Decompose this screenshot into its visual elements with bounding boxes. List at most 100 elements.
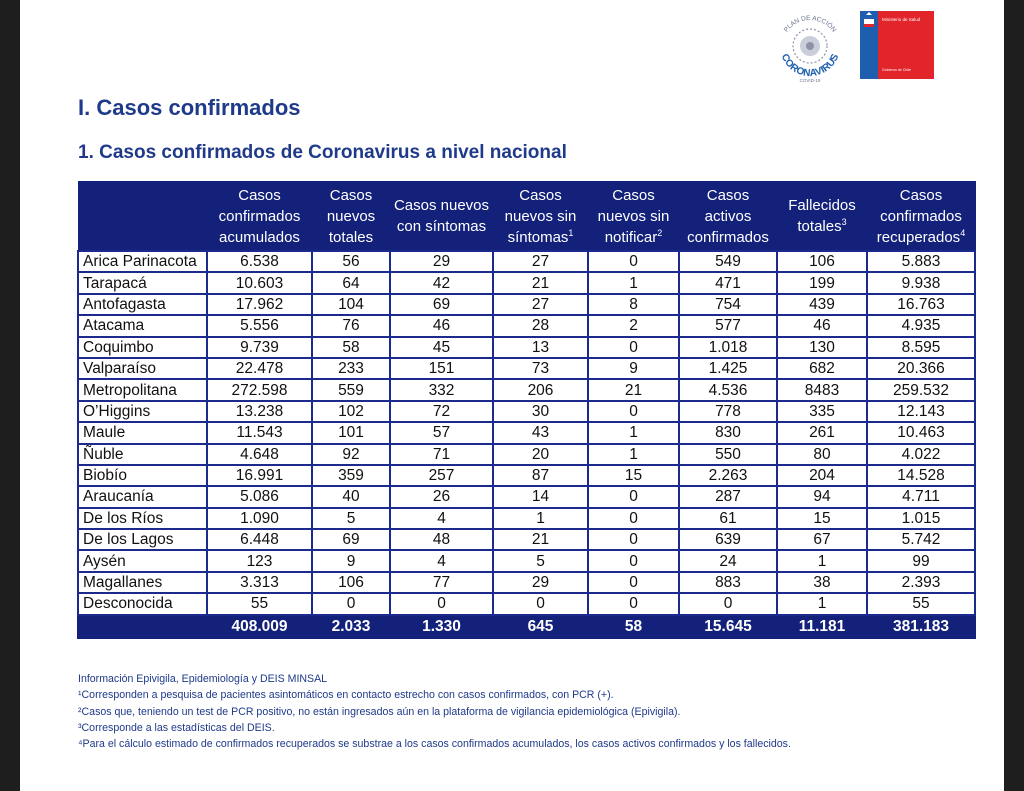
table-cell: 5.883 (866, 249, 976, 274)
table-cell: 38 (776, 570, 868, 595)
column-header-label: Casos nuevos sin notificar (597, 186, 670, 246)
table-cell: 1 (776, 549, 868, 573)
column-header: Casos nuevos con síntomas (389, 181, 494, 252)
table-row: Arica Parinacota 6.538 56 29 27 0 549 106 5.883 (77, 249, 976, 274)
table-cell: 99 (866, 549, 976, 573)
table-cell: 40 (311, 485, 391, 509)
table-cell: 0 (587, 249, 680, 274)
plan-coronavirus-seal-icon: PLAN DE ACCIÓN CORONAVIRUS COVID-19 (779, 15, 842, 83)
column-header-label: Casos activos confirmados (687, 186, 769, 246)
document-page: PLAN DE ACCIÓN CORONAVIRUS COVID-19 Mini… (20, 0, 1004, 791)
seal-bottom-text: COVID-19 (800, 78, 821, 83)
table-cell: 4 (389, 506, 494, 531)
footnote-marker: 4 (960, 227, 966, 238)
table-cell: 20 (492, 442, 589, 466)
table-cell: 15 (776, 506, 868, 531)
table-cell: 550 (678, 442, 778, 466)
table-cell: 43 (492, 421, 589, 445)
region-name: Tarapacá (77, 271, 208, 295)
table-cell: 549 (678, 249, 778, 274)
table-cell: 233 (311, 356, 391, 381)
table-cell: 5 (492, 549, 589, 573)
table-cell: 77 (389, 570, 494, 595)
table-cell: 1 (492, 506, 589, 531)
table-cell: 359 (311, 463, 391, 488)
column-header-label: Casos nuevos totales (326, 186, 376, 246)
table-cell: 199 (776, 271, 868, 295)
region-name: Biobío (77, 463, 208, 488)
table-cell: 0 (587, 570, 680, 595)
table-cell: 46 (776, 314, 868, 338)
table-cell: 21 (492, 271, 589, 295)
table-cell: 101 (311, 421, 391, 445)
column-header-label: Casos nuevos sin síntomas (504, 186, 577, 246)
table-row: Atacama 5.556 76 46 28 2 577 46 4.935 (77, 314, 976, 338)
table-cell: 9 (311, 549, 391, 573)
table-cell: 15 (587, 463, 680, 488)
footnote-marker: 1 (568, 227, 574, 238)
table-cell: 9 (587, 356, 680, 381)
column-header-label: Casos nuevos con síntomas (393, 197, 490, 235)
footnote-marker: 3 (841, 217, 847, 227)
region-name: Ñuble (77, 442, 208, 466)
table-cell: 261 (776, 421, 868, 445)
table-cell: 106 (776, 249, 868, 274)
table-cell: 123 (206, 549, 313, 573)
table-cell: 151 (389, 356, 494, 381)
column-header: Casos nuevos sin notificar2 (587, 181, 680, 252)
table-cell: 8483 (776, 378, 868, 402)
region-name: De los Lagos (77, 528, 208, 552)
table-row: De los Ríos 1.090 5 4 1 0 61 15 1.015 (77, 506, 976, 531)
table-cell: 28 (492, 314, 589, 338)
table-cell: 4.536 (678, 378, 778, 402)
table-cell: 1 (587, 421, 680, 445)
table-cell: 58 (311, 335, 391, 359)
section-title: I. Casos confirmados (78, 95, 301, 120)
table-cell: 67 (776, 528, 868, 552)
table-cell: 56 (311, 249, 391, 274)
table-cell: 639 (678, 528, 778, 552)
table-cell: 754 (678, 292, 778, 317)
table-row: Desconocida 55 0 0 0 0 0 1 55 (77, 592, 976, 616)
region-name: Desconocida (77, 592, 208, 616)
region-name: Coquimbo (77, 335, 208, 359)
table-cell: 287 (678, 485, 778, 509)
table-cell: 9.739 (206, 335, 313, 359)
table-cell: 22.478 (206, 356, 313, 381)
table-cell: 42 (389, 271, 494, 295)
region-name: Magallanes (77, 570, 208, 595)
table-cell: 1.425 (678, 356, 778, 381)
table-cell: 206 (492, 378, 589, 402)
table-row: Araucanía 5.086 40 26 14 0 287 94 4.711 (77, 485, 976, 509)
seal-top-text: PLAN DE ACCIÓN (783, 15, 838, 34)
table-row: Metropolitana 272.598 559 332 206 21 4.536 8483… (77, 378, 976, 402)
region-header (77, 181, 208, 252)
table-cell: 29 (492, 570, 589, 595)
table-row: Tarapacá 10.603 64 42 21 1 471 199 9.938 (77, 271, 976, 295)
table-cell: 4.022 (866, 442, 976, 466)
table-cell: 21 (492, 528, 589, 552)
seal-main-text: CORONAVIRUS (779, 52, 842, 79)
table-cell: 55 (866, 592, 976, 616)
total-cell: 645 (492, 613, 589, 639)
column-header: Casos nuevos totales (311, 181, 391, 252)
table-cell: 27 (492, 292, 589, 317)
table-row: Biobío 16.991 359 257 87 15 2.263 204 14.528 (77, 463, 976, 488)
table-cell: 2 (587, 314, 680, 338)
table-cell: 1.018 (678, 335, 778, 359)
table-cell: 10.603 (206, 271, 313, 295)
table-cell: 0 (311, 592, 391, 616)
header-logos: PLAN DE ACCIÓN CORONAVIRUS COVID-19 Mini… (772, 8, 992, 84)
total-cell: 1.330 (389, 613, 494, 639)
table-cell: 272.598 (206, 378, 313, 402)
table-cell: 45 (389, 335, 494, 359)
table-cell: 830 (678, 421, 778, 445)
table-cell: 17.962 (206, 292, 313, 317)
table-cell: 69 (311, 528, 391, 552)
table-cell: 259.532 (866, 378, 976, 402)
table-cell: 61 (678, 506, 778, 531)
table-cell: 87 (492, 463, 589, 488)
table-cell: 0 (587, 506, 680, 531)
table-cell: 2.263 (678, 463, 778, 488)
table-cell: 439 (776, 292, 868, 317)
